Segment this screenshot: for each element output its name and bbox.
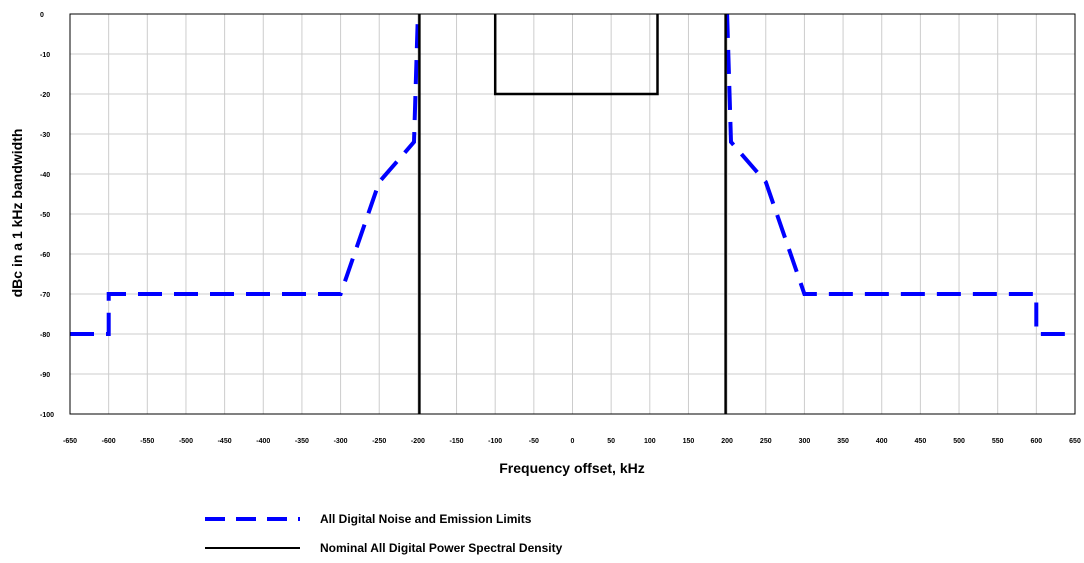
x-tick-label: 450 [915,438,927,445]
x-tick-label: -400 [256,438,270,445]
x-tick-labels: -650 -600 -550 -500 -450 -400 -350 -300 -250 -200… [63,438,1081,445]
x-tick-label: -300 [334,438,348,445]
x-tick-label: 150 [683,438,695,445]
x-tick-label: -50 [529,438,539,445]
grid [69,13,1076,415]
y-tick-label: 0 [40,12,44,19]
y-axis-label: dBc in a 1 kHz bandwidth [9,129,25,298]
x-tick-label: 0 [571,438,575,445]
x-tick-label: -200 [411,438,425,445]
legend-label-emission-limits: All Digital Noise and Emission Limits [320,512,532,526]
y-tick-label: -40 [40,172,50,179]
series-emission-limits-line [70,13,1075,336]
y-tick-label: -100 [40,412,54,419]
x-tick-label: 50 [607,438,615,445]
x-tick-label: 650 [1069,438,1081,445]
plot-frame [69,13,1076,415]
y-tick-label: -20 [40,92,50,99]
x-tick-label: 300 [799,438,811,445]
x-tick-label: -250 [372,438,386,445]
y-tick-label: -10 [40,52,50,59]
y-tick-label: -30 [40,132,50,139]
y-tick-labels: 0 -10 -20 -30 -40 -50 -60 -70 -80 -90 -100 [40,12,54,419]
legend-label-psd: Nominal All Digital Power Spectral Densi… [320,541,563,555]
legend: All Digital Noise and Emission Limits No… [205,512,563,555]
y-tick-label: -90 [40,372,50,379]
x-tick-label: -650 [63,438,77,445]
series-layer [70,13,1075,414]
y-tick-label: -60 [40,252,50,259]
x-tick-label: 200 [721,438,733,445]
x-tick-label: -500 [179,438,193,445]
x-tick-label: -550 [140,438,154,445]
x-tick-label: 600 [1031,438,1043,445]
y-tick-label: -80 [40,332,50,339]
x-tick-label: 250 [760,438,772,445]
x-tick-label: 500 [953,438,965,445]
x-tick-label: -450 [218,438,232,445]
y-tick-label: -70 [40,292,50,299]
x-axis-label: Frequency offset, kHz [499,460,644,476]
x-tick-label: -600 [102,438,116,445]
x-tick-label: 100 [644,438,656,445]
x-tick-label: 550 [992,438,1004,445]
x-tick-label: 400 [876,438,888,445]
x-tick-label: -150 [450,438,464,445]
x-tick-label: 350 [837,438,849,445]
x-tick-label: -100 [488,438,502,445]
x-tick-label: -350 [295,438,309,445]
y-tick-label: -50 [40,212,50,219]
series-psd-segment [493,14,659,96]
